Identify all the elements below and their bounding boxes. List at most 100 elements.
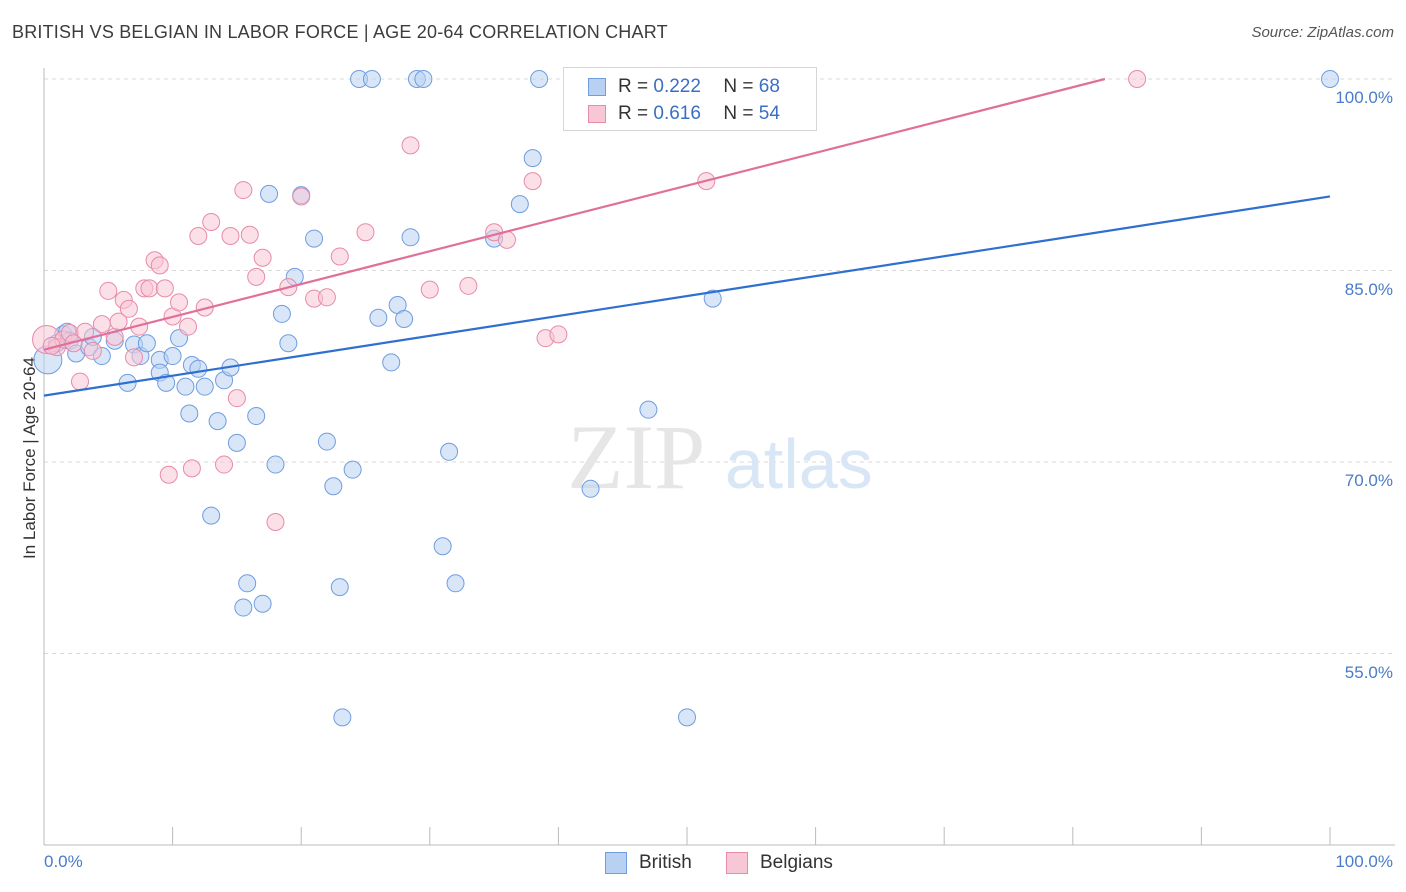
british-point (234, 598, 253, 617)
british-point (247, 407, 266, 426)
belgians-point (170, 293, 189, 312)
british-point (137, 334, 156, 353)
british-point (305, 229, 324, 248)
belgians-point (159, 465, 178, 484)
bottom-legend-british: British (605, 852, 692, 874)
legend-row-belgians: R = 0.616 N = 54 (588, 103, 780, 125)
british-point (266, 455, 285, 474)
british-point (530, 70, 549, 88)
british-r-value: 0.222 (653, 76, 701, 97)
x-tick-label-min: 0.0% (44, 852, 83, 871)
belgians-point (182, 459, 201, 478)
belgians-legend-label: Belgians (760, 852, 833, 873)
british-point (176, 377, 195, 396)
british-trend-line (43, 195, 1331, 397)
belgians-point (227, 389, 246, 408)
belgians-point (92, 315, 111, 334)
british-point (189, 359, 208, 378)
british-point (317, 432, 336, 451)
belgians-point (140, 279, 159, 298)
belgians-point (459, 276, 478, 295)
y-tick-label: 100.0% (1335, 88, 1393, 107)
belgians-point (155, 279, 174, 298)
british-point (395, 310, 414, 329)
british-point (523, 149, 542, 168)
british-swatch-icon (588, 78, 606, 96)
british-point (333, 708, 352, 727)
british-point (440, 442, 459, 461)
british-n-value: 68 (758, 76, 780, 97)
british-point (238, 574, 257, 593)
british-point (414, 70, 433, 88)
british-point (369, 308, 388, 327)
watermark: ZIP atlas (567, 406, 872, 508)
belgians-point (179, 317, 198, 336)
british-point (157, 373, 176, 392)
belgians-r-value: 0.616 (653, 103, 701, 124)
n-label: N = (723, 103, 754, 124)
british-point (324, 477, 343, 496)
belgians-point (420, 280, 439, 299)
british-point (260, 184, 279, 203)
grid-layer (44, 78, 1395, 654)
british-point (279, 334, 298, 353)
british-point (253, 594, 272, 613)
y-tick-label: 70.0% (1344, 471, 1393, 490)
belgians-point (125, 348, 144, 367)
belgians-point (215, 455, 234, 474)
r-label: R = (618, 103, 649, 124)
belgians-point (234, 181, 253, 200)
british-point (163, 347, 182, 366)
bottom-legend-belgians: Belgians (726, 852, 833, 874)
british-point (639, 400, 658, 419)
belgians-point (292, 187, 311, 206)
x-tick-label-max: 100.0% (1335, 852, 1393, 871)
belgians-n-value: 54 (758, 103, 780, 124)
british-point (433, 537, 452, 556)
belgians-point (549, 325, 568, 344)
watermark-atlas: atlas (725, 425, 873, 503)
belgians-legend-swatch-icon (726, 852, 748, 874)
belgians-point (71, 372, 90, 391)
belgians-point (221, 227, 240, 246)
belgians-point (202, 212, 221, 231)
british-point (1321, 70, 1339, 88)
british-point (446, 574, 465, 593)
british-point (195, 377, 214, 396)
axis-layer (43, 68, 1395, 846)
british-point (703, 289, 722, 308)
belgians-point (523, 172, 542, 191)
belgians-point (356, 223, 375, 242)
british-point (202, 506, 221, 525)
belgians-point (119, 299, 138, 318)
british-point (208, 412, 227, 431)
british-point (330, 578, 349, 597)
british-point (581, 479, 600, 498)
british-point (272, 304, 291, 323)
british-point (510, 195, 529, 214)
belgians-point (240, 225, 259, 244)
british-point (678, 708, 696, 727)
belgians-point (1128, 70, 1147, 88)
n-label: N = (723, 76, 754, 97)
british-legend-label: British (639, 852, 692, 873)
belgians-point (189, 227, 208, 246)
british-point (227, 433, 246, 452)
belgians-point (247, 267, 266, 286)
chart-source: Source: ZipAtlas.com (1251, 24, 1394, 41)
chart-title: BRITISH VS BELGIAN IN LABOR FORCE | AGE … (12, 22, 668, 42)
trend-layer (43, 77, 1331, 397)
y-tick-label: 55.0% (1344, 662, 1393, 682)
belgians-point (83, 341, 102, 360)
british-point (180, 404, 199, 423)
british-point (401, 228, 420, 247)
belgians-point (266, 513, 285, 532)
british-point (343, 460, 362, 479)
belgians-point (401, 136, 420, 155)
belgians-trend-line (43, 77, 1106, 351)
y-tick-label: 85.0% (1344, 279, 1393, 299)
stats-legend: R = 0.222 N = 68 R = 0.616 N = 54 (563, 67, 817, 131)
belgians-point (330, 247, 349, 266)
belgians-point (150, 256, 169, 275)
